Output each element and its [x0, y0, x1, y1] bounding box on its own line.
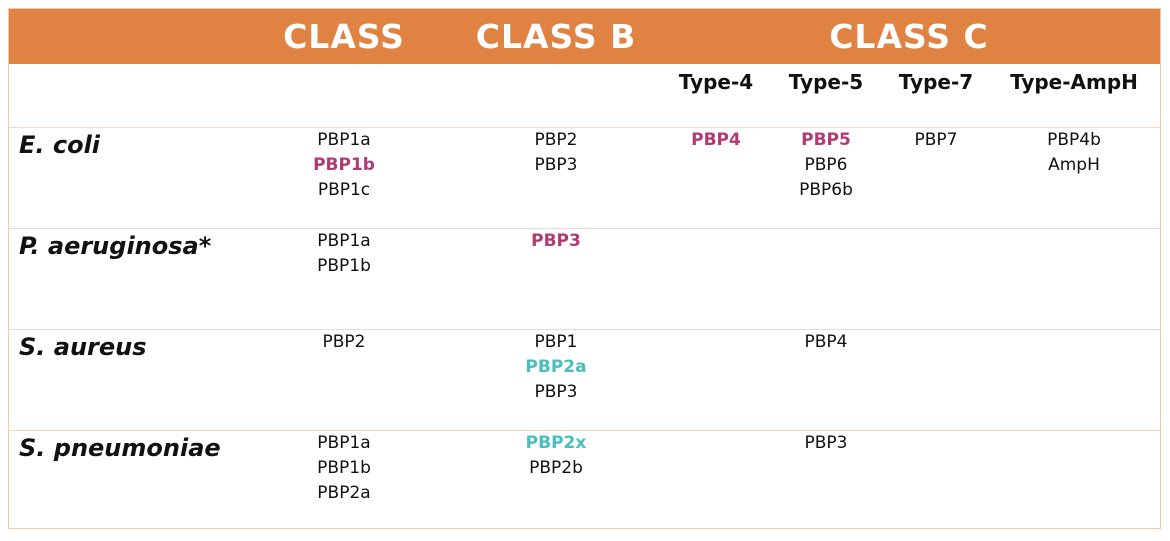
pbp-entry: PBP3 — [531, 231, 581, 251]
pbp-entry: AmpH — [1048, 155, 1100, 175]
pbp-entry: PBP1b — [313, 155, 375, 175]
type-5-cell: PBP5 PBP6 PBP6b — [771, 128, 881, 203]
class-header-band — [9, 9, 1160, 64]
class-a-cell: PBP1a PBP1b PBP1c — [264, 128, 424, 203]
type-5-header: Type-5 — [788, 70, 864, 94]
organism-name: S. pneumoniae — [19, 434, 221, 462]
pbp-entry: PBP3 — [534, 382, 578, 402]
pbp-entry: PBP6b — [799, 180, 853, 200]
class-a-cell: PBP1a PBP1b — [264, 229, 424, 279]
pbp-entry: PBP4 — [691, 130, 741, 150]
type-7-header: Type-7 — [898, 70, 974, 94]
organism-name: P. aeruginosa* — [19, 232, 212, 260]
class-b-title: CLASS B — [475, 17, 637, 56]
type-7-cell: PBP7 — [881, 128, 991, 153]
class-a-cell: PBP1a PBP1b PBP2a — [264, 431, 424, 506]
row-divider — [9, 329, 1160, 330]
pbp-entry: PBP4 — [804, 332, 848, 352]
row-divider — [9, 430, 1160, 431]
pbp-classification-table: CLASS A CLASS B CLASS C Type-4 Type-5 Ty… — [8, 8, 1161, 529]
pbp-entry: PBP2a — [525, 357, 587, 377]
class-a-cell: PBP2 — [264, 330, 424, 355]
pbp-entry: PBP4b — [1047, 130, 1101, 150]
type-4-cell: PBP4 — [661, 128, 771, 153]
organism-name: E. coli — [19, 131, 101, 159]
pbp-entry: PBP7 — [914, 130, 958, 150]
pbp-entry: PBP2 — [322, 332, 366, 352]
type-amph-cell: PBP4b AmpH — [994, 128, 1154, 178]
pbp-entry: PBP1a — [317, 433, 371, 453]
class-b-cell: PBP2 PBP3 — [471, 128, 641, 178]
type-4-header: Type-4 — [678, 70, 754, 94]
type-5-cell: PBP3 — [771, 431, 881, 456]
pbp-entry: PBP1 — [534, 332, 578, 352]
organism-name: S. aureus — [19, 333, 147, 361]
pbp-entry: PBP1b — [317, 256, 371, 276]
pbp-entry: PBP3 — [534, 155, 578, 175]
class-b-cell: PBP3 — [471, 229, 641, 254]
class-a-title: CLASS A — [283, 17, 405, 111]
type-amph-header: Type-AmpH — [1010, 70, 1138, 94]
class-b-cell: PBP1 PBP2a PBP3 — [471, 330, 641, 405]
pbp-entry: PBP2a — [317, 483, 371, 503]
pbp-entry: PBP5 — [801, 130, 851, 150]
class-c-title: CLASS C — [829, 17, 989, 56]
row-divider — [9, 228, 1160, 229]
row-divider — [9, 127, 1160, 128]
class-b-cell: PBP2x PBP2b — [471, 431, 641, 481]
pbp-entry: PBP2 — [534, 130, 578, 150]
pbp-entry: PBP3 — [804, 433, 848, 453]
pbp-entry: PBP1c — [317, 180, 371, 200]
pbp-entry: PBP1a — [317, 130, 371, 150]
pbp-entry: PBP1a — [317, 231, 371, 251]
pbp-entry: PBP1b — [317, 458, 371, 478]
pbp-entry: PBP2b — [529, 458, 583, 478]
type-5-cell: PBP4 — [771, 330, 881, 355]
pbp-entry: PBP6 — [804, 155, 848, 175]
pbp-entry: PBP2x — [525, 433, 587, 453]
